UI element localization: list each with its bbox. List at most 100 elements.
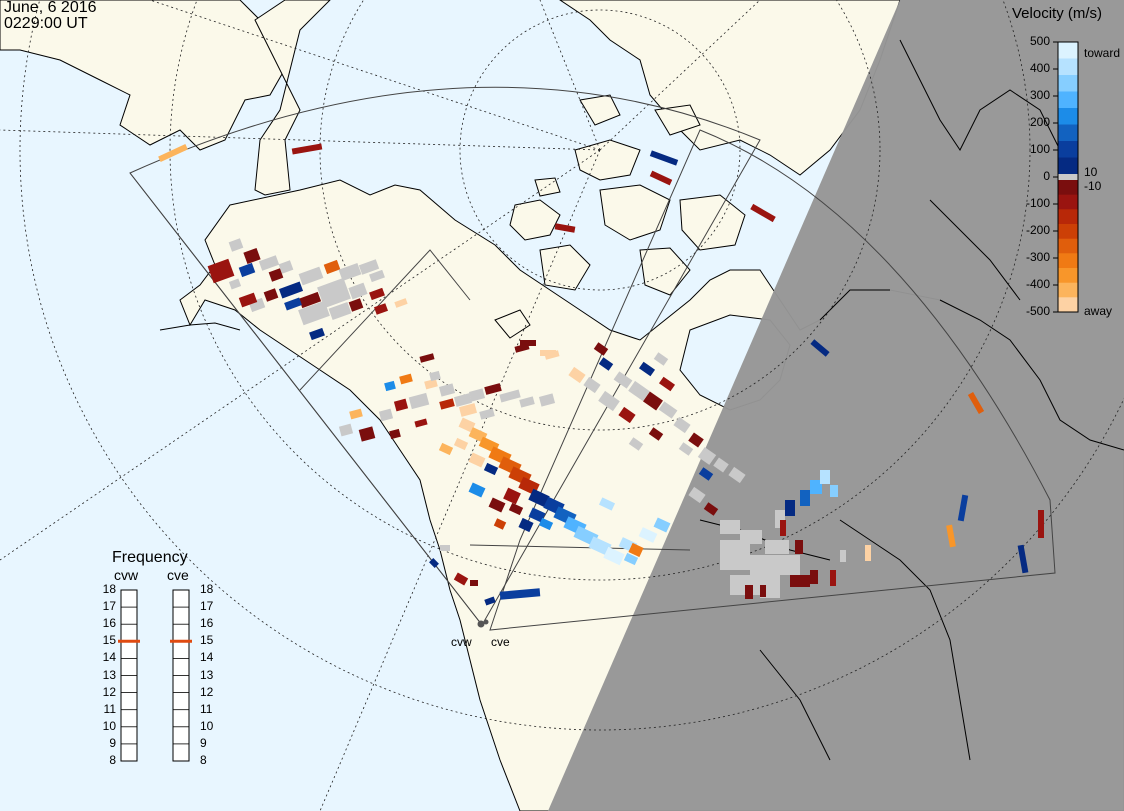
velocity-small-pos: 10 — [1084, 165, 1098, 179]
frequency-scale-label: 15 — [200, 633, 214, 648]
scatter-cell — [520, 340, 536, 346]
colorbar-segment — [1058, 124, 1078, 142]
scatter-cell — [810, 339, 830, 357]
scatter-cell — [348, 298, 364, 312]
scatter-cell — [713, 457, 729, 473]
scatter-cell — [389, 428, 401, 440]
scatter-cell — [638, 527, 658, 543]
scatter-cell — [458, 403, 478, 417]
scatter-cell — [328, 301, 352, 321]
frequency-scale-label: 16 — [102, 616, 116, 631]
site-label-cve: cve — [491, 635, 510, 649]
scatter-cell — [658, 401, 678, 419]
frequency-scale-label: 11 — [200, 701, 213, 716]
scatter-cell — [765, 540, 789, 554]
scatter-cell — [688, 432, 704, 448]
colorbar-segment — [1058, 58, 1078, 76]
scatter-cell — [688, 486, 706, 504]
frequency-scale-label: 9 — [200, 735, 207, 750]
scatter-cell — [810, 570, 818, 584]
frequency-radar-label: cve — [167, 567, 189, 583]
velocity-tick: 500 — [1029, 34, 1050, 48]
arctic-island — [579, 94, 621, 126]
scatter-cell — [519, 396, 535, 408]
scatter-cell — [967, 391, 985, 415]
scatter-cell — [673, 416, 691, 434]
scatter-cell — [440, 545, 450, 551]
scatter-cell — [158, 143, 188, 163]
arctic-island — [654, 104, 701, 136]
scatter-cell — [785, 500, 795, 516]
frequency-panel — [118, 589, 192, 762]
scatter-cell — [528, 488, 550, 508]
velocity-small-neg: -10 — [1084, 179, 1102, 193]
scatter-cell — [438, 383, 456, 397]
scatter-cell — [348, 282, 368, 300]
scatter-cell — [268, 268, 284, 282]
frequency-scale-label: 17 — [102, 599, 116, 614]
scatter-cell — [414, 418, 428, 428]
scatter-cell — [358, 426, 376, 442]
arctic-island — [599, 184, 671, 241]
scatter-cell — [484, 383, 502, 395]
scatter-cell — [298, 291, 322, 309]
velocity-tick: -100 — [1025, 196, 1050, 210]
scatter-cell — [613, 371, 633, 389]
scatter-cell — [653, 352, 669, 366]
scatter-cell — [598, 497, 616, 511]
scatter-cell — [373, 303, 389, 315]
scatter-cell — [775, 510, 785, 528]
scatter-cell — [503, 487, 521, 505]
scatter-cell — [780, 520, 786, 536]
colorbar-segment — [1058, 209, 1078, 225]
velocity-tick: -500 — [1025, 304, 1050, 318]
scatter-cell — [840, 550, 846, 562]
scatter-cell — [468, 452, 486, 468]
scatter-cell — [653, 517, 671, 533]
colorbar-segment — [1058, 253, 1078, 269]
frequency-scale-label: 18 — [102, 582, 116, 596]
scatter-cell — [291, 143, 323, 155]
colorbar-segment — [1058, 42, 1078, 59]
scatter-cell — [408, 392, 430, 410]
scatter-cell — [228, 278, 242, 290]
scatter-cell — [470, 580, 478, 586]
velocity-colorbar — [1053, 41, 1079, 313]
aleutian-islands — [159, 322, 241, 331]
time-label: 0229:00 UT — [4, 15, 88, 32]
velocity-tick: -400 — [1025, 277, 1050, 291]
scatter-cell — [750, 203, 776, 223]
frequency-scale-label: 9 — [109, 735, 116, 750]
cvw-site-marker — [477, 620, 485, 628]
scatter-cell — [795, 540, 803, 554]
scatter-cell — [648, 427, 664, 441]
scatter-cell — [538, 517, 554, 531]
scatter-cell — [399, 373, 413, 385]
velocity-tick: 100 — [1029, 142, 1050, 156]
frequency-scale-label: 17 — [200, 599, 214, 614]
scatter-cell — [830, 570, 836, 586]
frequency-scale-label: 11 — [103, 701, 116, 716]
scatter-cell — [800, 490, 810, 506]
scatter-cell — [658, 376, 676, 392]
scatter-cell — [298, 300, 330, 326]
velocity-tick: -200 — [1025, 223, 1050, 237]
scatter-cell — [720, 540, 750, 570]
velocity-toward-label: toward — [1084, 46, 1121, 60]
velocity-legend-title: Velocity (m/s) — [1012, 5, 1103, 22]
scatter-cell — [309, 327, 325, 341]
velocity-tick: -300 — [1025, 250, 1050, 264]
scatter-cell — [493, 518, 507, 530]
colorbar-segment — [1058, 268, 1078, 284]
velocity-away-label: away — [1084, 304, 1113, 318]
scatter-cell — [865, 545, 871, 561]
frequency-scale-label: 16 — [200, 616, 214, 631]
scatter-cell — [238, 292, 258, 308]
scatter-cell — [649, 170, 673, 186]
scatter-cell — [588, 536, 612, 556]
arctic-island — [494, 309, 531, 339]
scatter-cell — [488, 497, 506, 513]
scatter-cell — [278, 260, 294, 274]
